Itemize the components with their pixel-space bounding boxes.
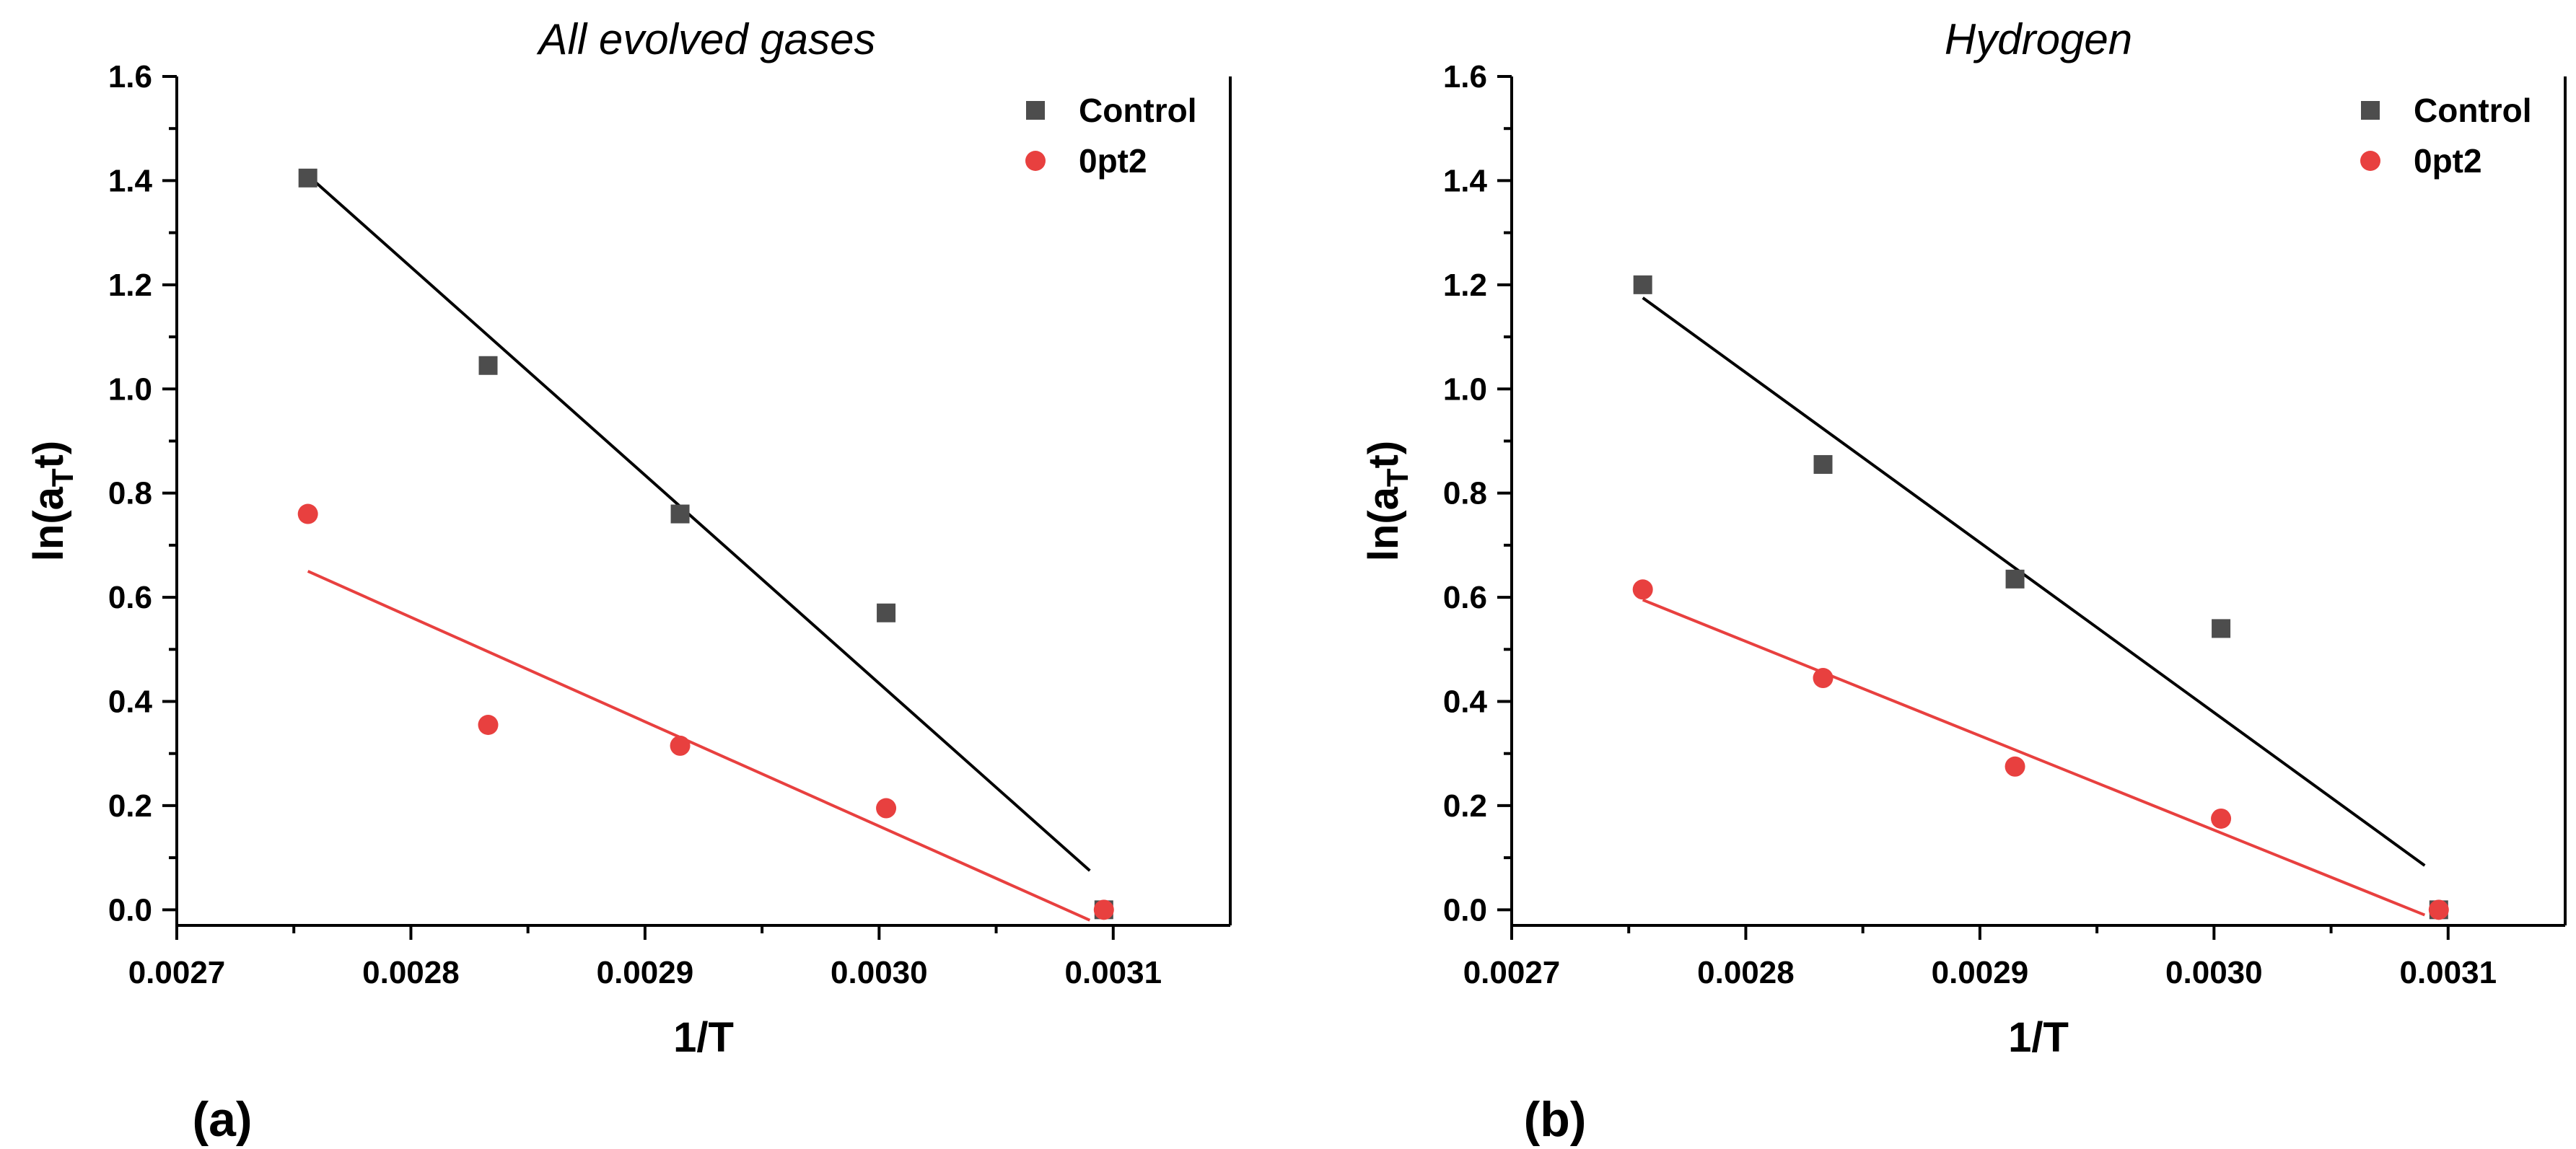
data-point-0pt2 [1093, 899, 1114, 920]
y-axis-title: ln(aTt) [25, 441, 79, 561]
legend-label-control: Control [1079, 92, 1197, 129]
data-point-control [478, 356, 498, 375]
y-tick-label: 1.2 [108, 268, 152, 303]
y-tick-label: 1.2 [1443, 268, 1487, 303]
legend-marker-0pt2 [2360, 151, 2380, 171]
legend-marker-0pt2 [1025, 151, 1046, 171]
fit-line-0pt2 [1642, 598, 2426, 917]
data-point-control [1633, 275, 1652, 294]
y-tick-label: 1.6 [108, 59, 152, 94]
data-point-0pt2 [2005, 756, 2025, 777]
chart-title: All evolved gases [537, 15, 876, 63]
x-tick-label: 0.0027 [128, 955, 226, 990]
y-tick-label: 0.4 [1443, 684, 1488, 720]
panel-label: (b) [1524, 1092, 1587, 1147]
y-tick-label: 0.2 [108, 788, 152, 824]
x-tick-label: 0.0031 [2399, 955, 2497, 990]
data-point-0pt2 [876, 798, 897, 819]
legend-label-0pt2: 0pt2 [1079, 142, 1147, 180]
fit-line-0pt2 [307, 570, 1091, 922]
x-axis-title: 1/T [2008, 1014, 2069, 1061]
y-axis-title: ln(aTt) [1360, 441, 1414, 561]
x-tick-label: 0.0027 [1463, 955, 1561, 990]
x-tick-label: 0.0029 [597, 955, 694, 990]
y-tick-label: 1.4 [108, 163, 153, 198]
y-tick-label: 1.6 [1443, 59, 1487, 94]
x-axis-title: 1/T [673, 1014, 734, 1061]
y-tick-label: 0.8 [1443, 476, 1487, 511]
data-point-0pt2 [2211, 808, 2232, 829]
data-point-control [298, 168, 317, 188]
fit-line-control [1642, 296, 2426, 867]
panel-label: (a) [192, 1092, 252, 1147]
y-tick-label: 0.6 [1443, 580, 1487, 615]
x-tick-label: 0.0030 [2165, 955, 2263, 990]
data-point-control [2005, 569, 2025, 589]
y-tick-label: 1.0 [1443, 371, 1487, 407]
x-tick-label: 0.0031 [1064, 955, 1162, 990]
chart-title: Hydrogen [1945, 15, 2132, 63]
legend-marker-control [1026, 101, 1045, 120]
x-tick-label: 0.0029 [1932, 955, 2029, 990]
y-tick-label: 0.8 [108, 476, 152, 511]
panel-b: Hydrogen 0.0 0.2 0.4 0.6 0.8 1.0 1.2 1.4 1.6 0.002… [1360, 15, 2567, 1147]
data-point-control [877, 603, 896, 622]
data-point-control [670, 504, 690, 524]
data-point-0pt2 [1632, 579, 1653, 600]
y-tick-label: 0.4 [108, 684, 153, 720]
data-point-0pt2 [297, 503, 318, 524]
legend-label-0pt2: 0pt2 [2414, 142, 2482, 180]
data-point-control [1813, 454, 1833, 474]
fit-line-control [307, 174, 1091, 872]
data-point-0pt2 [478, 714, 499, 735]
data-point-control [2212, 619, 2231, 638]
data-point-0pt2 [1813, 668, 1834, 689]
y-tick-label: 0.0 [1443, 892, 1487, 928]
y-tick-label: 0.6 [108, 580, 152, 615]
legend-marker-control [2361, 101, 2380, 120]
data-point-0pt2 [2428, 899, 2449, 920]
y-tick-label: 1.4 [1443, 163, 1488, 198]
data-point-0pt2 [670, 735, 691, 756]
x-tick-label: 0.0028 [362, 955, 460, 990]
x-tick-label: 0.0028 [1697, 955, 1795, 990]
y-tick-label: 0.0 [108, 892, 152, 928]
panel-a: All evolved gases 0.0 0.2 0.4 0.6 0.8 1.0 1.2 1.… [25, 15, 1232, 1147]
y-tick-label: 0.2 [1443, 788, 1487, 824]
x-tick-label: 0.0030 [831, 955, 928, 990]
y-tick-label: 1.0 [108, 371, 152, 407]
legend-label-control: Control [2414, 92, 2532, 129]
